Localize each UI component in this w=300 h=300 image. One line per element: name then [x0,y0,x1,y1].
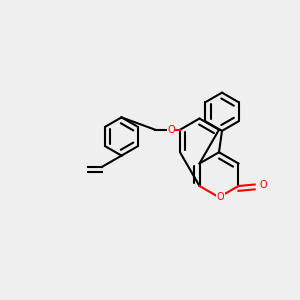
Text: O: O [167,125,175,135]
Text: O: O [259,179,267,190]
Text: O: O [217,192,224,202]
